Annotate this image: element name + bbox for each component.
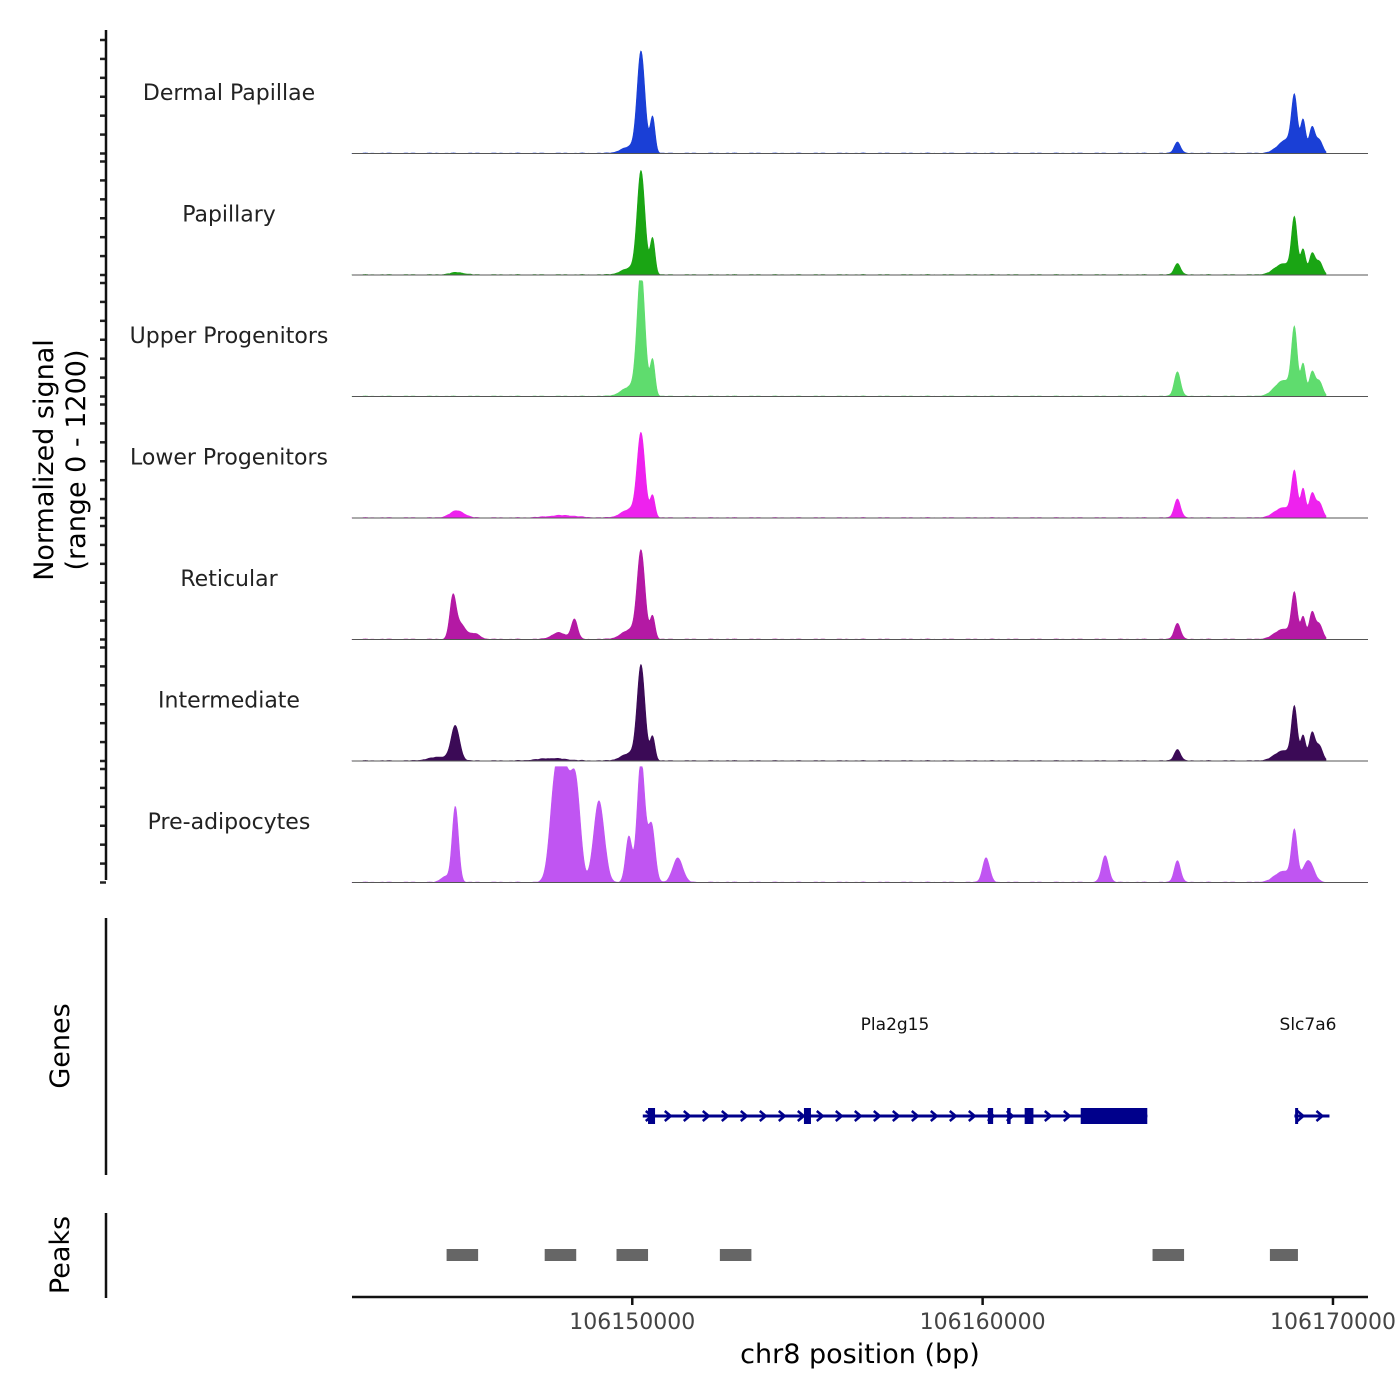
gene-exon bbox=[1295, 1108, 1299, 1124]
peak-region bbox=[719, 1249, 752, 1261]
coverage-tracks: Dermal Papillae Papillary Upper Progenitor… bbox=[130, 50, 1368, 883]
x-axis-label: chr8 position (bp) bbox=[740, 1339, 980, 1370]
strand-arrow bbox=[720, 1110, 730, 1122]
strand-arrow bbox=[758, 1110, 768, 1122]
strand-arrow bbox=[796, 1110, 806, 1122]
strand-arrow bbox=[682, 1110, 692, 1122]
gene-exon bbox=[803, 1108, 811, 1124]
coverage-area bbox=[351, 50, 1327, 154]
y-axis-range-label: (range 0 - 1200) bbox=[61, 350, 92, 571]
strand-arrow bbox=[948, 1110, 958, 1122]
gene-exon bbox=[1024, 1108, 1034, 1124]
strand-arrow bbox=[1296, 1110, 1306, 1122]
track-label: Reticular bbox=[180, 567, 278, 592]
track-label: Pre-adipocytes bbox=[148, 810, 311, 835]
coverage-area bbox=[351, 280, 1327, 397]
strand-arrow bbox=[853, 1110, 863, 1122]
track-label: Intermediate bbox=[158, 689, 300, 714]
coverage-area bbox=[351, 766, 1327, 883]
peak-region bbox=[616, 1249, 649, 1261]
strand-arrow bbox=[701, 1110, 711, 1122]
gene: Slc7a6 bbox=[1280, 1015, 1337, 1124]
gene-exon bbox=[1007, 1108, 1011, 1124]
gene-name: Pla2g15 bbox=[861, 1015, 930, 1035]
track-panel: Lower Progenitors bbox=[130, 431, 1368, 519]
strand-arrow bbox=[834, 1110, 844, 1122]
peak-region bbox=[544, 1249, 577, 1261]
y-axis-label: Normalized signal bbox=[29, 339, 60, 581]
x-tick-label: 106170000 bbox=[1270, 1310, 1396, 1335]
strand-arrow bbox=[777, 1110, 787, 1122]
x-tick-label: 106160000 bbox=[920, 1310, 1046, 1335]
coverage-area bbox=[351, 170, 1327, 276]
strand-arrow bbox=[815, 1110, 825, 1122]
track-panel: Reticular bbox=[180, 549, 1368, 640]
gene-name: Slc7a6 bbox=[1280, 1015, 1337, 1035]
track-label: Papillary bbox=[182, 203, 276, 228]
track-panel: Intermediate bbox=[158, 664, 1368, 762]
strand-arrow bbox=[967, 1110, 977, 1122]
peak-regions-track bbox=[446, 1249, 1298, 1261]
track-label: Lower Progenitors bbox=[130, 446, 328, 471]
coverage-area bbox=[351, 549, 1327, 640]
strand-arrow bbox=[891, 1110, 901, 1122]
gene-exon bbox=[1080, 1108, 1148, 1124]
peak-region bbox=[446, 1249, 479, 1261]
strand-arrow bbox=[1062, 1110, 1072, 1122]
track-label: Dermal Papillae bbox=[143, 81, 315, 106]
strand-arrow bbox=[929, 1110, 939, 1122]
gene-annotation-track: Pla2g15 Slc7a6 bbox=[642, 1015, 1337, 1124]
gene: Pla2g15 bbox=[642, 1015, 1148, 1124]
genes-label: Genes bbox=[45, 1003, 76, 1088]
x-tick-label: 106150000 bbox=[569, 1310, 695, 1335]
track-label: Upper Progenitors bbox=[130, 324, 329, 349]
gene-exon bbox=[648, 1108, 656, 1124]
strand-arrow bbox=[910, 1110, 920, 1122]
coverage-area bbox=[351, 431, 1327, 519]
track-panel: Dermal Papillae bbox=[143, 50, 1368, 154]
strand-arrow bbox=[663, 1110, 673, 1122]
peak-region bbox=[1152, 1249, 1185, 1261]
track-panel: Papillary bbox=[182, 170, 1368, 276]
coverage-area bbox=[351, 664, 1327, 762]
strand-arrow bbox=[1315, 1110, 1325, 1122]
track-panel: Upper Progenitors bbox=[130, 280, 1368, 397]
strand-arrow bbox=[739, 1110, 749, 1122]
track-panel: Pre-adipocytes bbox=[148, 766, 1368, 883]
gene-exon bbox=[987, 1108, 994, 1124]
peaks-label: Peaks bbox=[45, 1216, 76, 1294]
x-axis-ticks: 106150000 106160000 106170000 bbox=[569, 1297, 1396, 1335]
strand-arrow bbox=[1043, 1110, 1053, 1122]
peak-region bbox=[1269, 1249, 1298, 1261]
strand-arrow bbox=[872, 1110, 882, 1122]
